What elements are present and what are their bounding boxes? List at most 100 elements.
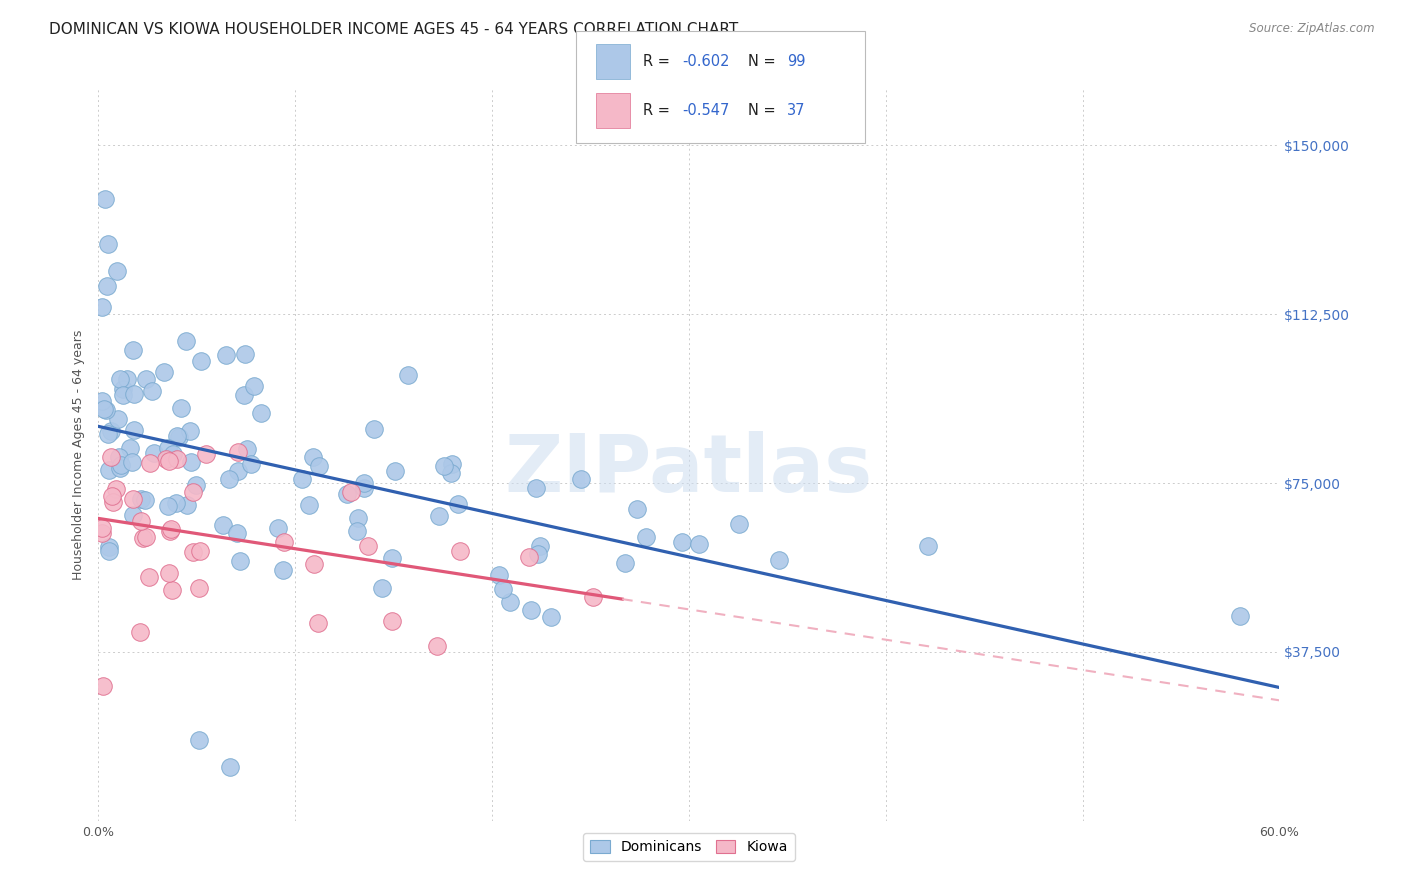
Point [112, 388, 135, 402]
Point [768, 552, 790, 566]
Point [141, 384, 163, 398]
Text: N =: N = [748, 54, 780, 69]
Point [93, 402, 115, 417]
Point [527, 547, 550, 561]
Point [134, 493, 156, 508]
Point [524, 481, 547, 495]
Point [138, 570, 160, 584]
Text: -0.547: -0.547 [682, 103, 730, 118]
Point [381, 615, 404, 629]
Point [188, 544, 211, 558]
Point [108, 461, 131, 475]
Point [166, 496, 188, 510]
Point [157, 454, 180, 468]
Point [162, 447, 184, 461]
Point [176, 498, 198, 512]
Point [135, 371, 157, 385]
Point [122, 423, 145, 437]
Point [187, 732, 209, 747]
Point [226, 445, 249, 459]
Point [249, 406, 271, 420]
Point [357, 539, 380, 553]
Y-axis label: Householder Income Ages 45 - 64 years: Householder Income Ages 45 - 64 years [72, 330, 86, 580]
Text: Source: ZipAtlas.com: Source: ZipAtlas.com [1250, 22, 1375, 36]
Point [218, 759, 240, 773]
Point [613, 556, 636, 570]
Point [347, 511, 370, 525]
Point [159, 524, 181, 538]
Point [363, 422, 385, 436]
Point [371, 581, 394, 595]
Point [433, 458, 456, 473]
Text: DOMINICAN VS KIOWA HOUSEHOLDER INCOME AGES 45 - 64 YEARS CORRELATION CHART: DOMINICAN VS KIOWA HOUSEHOLDER INCOME AG… [49, 22, 738, 37]
Point [100, 450, 122, 464]
Point [302, 558, 325, 572]
Point [243, 379, 266, 393]
Point [111, 382, 134, 396]
Point [291, 472, 314, 486]
Point [529, 539, 551, 553]
Point [273, 563, 295, 577]
Point [190, 353, 212, 368]
Point [98, 541, 121, 555]
Point [239, 457, 262, 471]
Text: N =: N = [748, 103, 780, 118]
Point [110, 458, 132, 472]
Point [492, 582, 515, 596]
Point [94, 193, 117, 207]
Point [115, 372, 138, 386]
Point [135, 530, 157, 544]
Point [582, 590, 605, 604]
Point [157, 441, 180, 455]
Point [447, 497, 470, 511]
Point [132, 531, 155, 545]
Point [97, 427, 120, 442]
Point [166, 452, 188, 467]
Point [180, 454, 202, 468]
Point [302, 450, 325, 465]
Point [308, 458, 330, 473]
Point [131, 491, 153, 506]
Point [229, 553, 252, 567]
Point [449, 544, 471, 558]
Point [218, 472, 240, 486]
Point [174, 334, 197, 349]
Point [346, 524, 368, 539]
Point [101, 489, 124, 503]
Point [233, 388, 256, 402]
Point [91, 300, 114, 314]
Point [155, 451, 177, 466]
Point [98, 463, 121, 477]
Point [107, 412, 129, 426]
Point [212, 518, 235, 533]
Point [336, 487, 359, 501]
Point [636, 530, 658, 544]
Text: R =: R = [643, 54, 673, 69]
Point [170, 401, 193, 416]
Point [499, 594, 522, 608]
Point [540, 609, 562, 624]
Point [142, 446, 165, 460]
Point [97, 543, 120, 558]
Point [225, 525, 247, 540]
Point [728, 517, 751, 532]
Point [100, 425, 122, 439]
Point [517, 550, 540, 565]
Point [110, 372, 132, 386]
Point [157, 566, 180, 580]
Point [381, 550, 404, 565]
Point [122, 387, 145, 401]
Point [153, 365, 176, 379]
Point [103, 495, 125, 509]
Point [91, 393, 114, 408]
Point [121, 455, 143, 469]
Point [215, 348, 238, 362]
Point [298, 498, 321, 512]
Point [104, 483, 127, 497]
Point [688, 537, 710, 551]
Point [339, 485, 361, 500]
Point [183, 545, 205, 559]
Point [97, 237, 120, 252]
Point [105, 264, 128, 278]
Text: R =: R = [643, 103, 673, 118]
